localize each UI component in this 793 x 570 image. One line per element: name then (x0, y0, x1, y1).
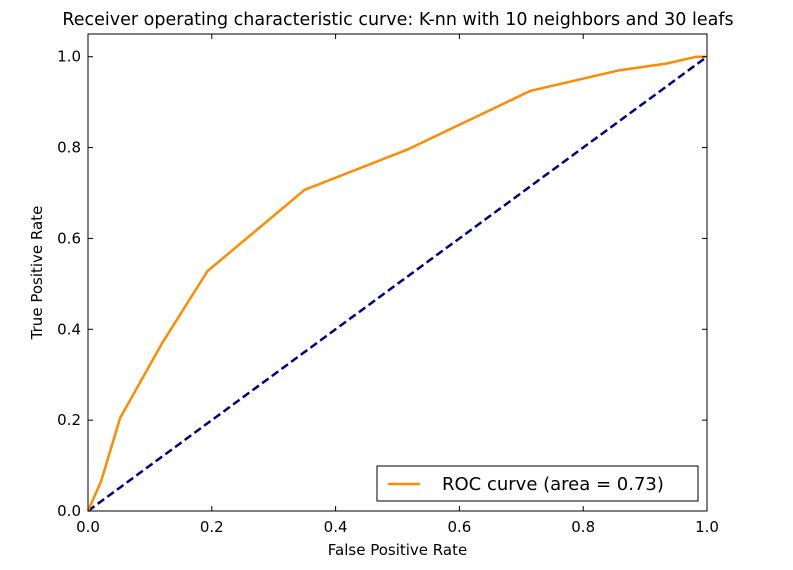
x-axis-title: False Positive Rate (328, 541, 467, 559)
y-tick-label: 0.0 (57, 502, 81, 520)
plot-frame (87, 33, 708, 512)
y-tick-label: 0.2 (57, 411, 81, 429)
roc-curve-line (86, 55, 707, 512)
legend: ROC curve (area = 0.73) (376, 465, 699, 502)
x-tick-label: 0.2 (200, 518, 224, 536)
x-tick-label: 1.0 (695, 518, 719, 536)
x-tick-label: 0.6 (447, 518, 471, 536)
series-layer (86, 55, 708, 513)
legend-label-roc-curve: ROC curve (area = 0.73) (442, 474, 664, 495)
y-axis-title: True Positive Rate (28, 206, 46, 341)
legend-box (376, 465, 699, 502)
y-tick-label: 0.6 (57, 229, 81, 247)
y-tick-label: 0.4 (57, 320, 81, 338)
chart-title: Receiver operating characteristic curve:… (62, 10, 733, 30)
y-tick-label: 0.8 (57, 139, 81, 157)
y-tick-label: 1.0 (57, 48, 81, 66)
x-tick-label: 0.8 (571, 518, 595, 536)
x-tick-label: 0.4 (324, 518, 348, 536)
ticks-layer: 0.0 0.2 0.4 0.6 0.8 1.0 0.0 0.2 0.4 0.6 0.8 1.0 (57, 34, 719, 536)
x-tick-label: 0.0 (76, 518, 100, 536)
chance-diagonal-line (87, 55, 708, 513)
plot-area (87, 33, 708, 512)
